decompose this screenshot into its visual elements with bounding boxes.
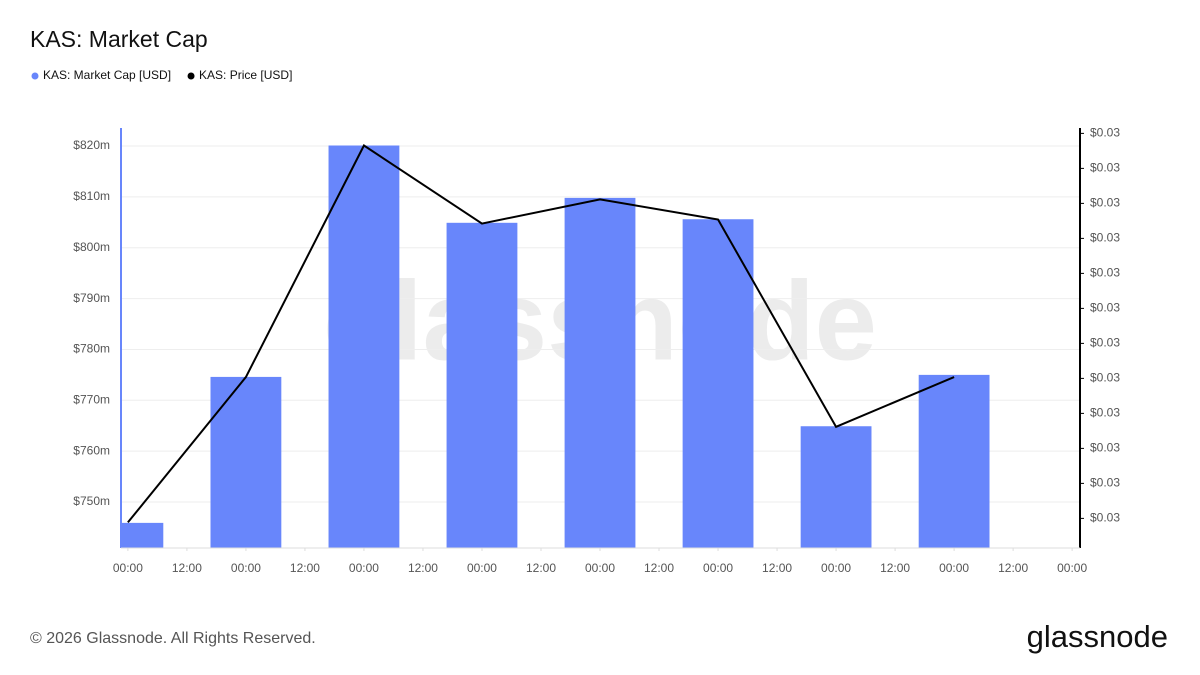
y2-tick-label: $0.03: [1090, 196, 1120, 210]
y-tick-label: $820m: [73, 138, 110, 152]
x-tick-label: 12:00: [880, 561, 910, 575]
bar: [682, 219, 754, 548]
x-tick-label: 00:00: [349, 561, 379, 575]
bar: [918, 374, 990, 548]
x-tick-label: 00:00: [467, 561, 497, 575]
x-tick-label: 00:00: [231, 561, 261, 575]
y2-tick-label: $0.03: [1090, 126, 1120, 140]
legend-label: KAS: Market Cap [USD]: [43, 68, 171, 82]
y-tick-label: $800m: [73, 240, 110, 254]
bar-series: [121, 145, 990, 548]
x-tick-label: 00:00: [585, 561, 615, 575]
y-tick-label: $750m: [73, 494, 110, 508]
copyright: © 2026 Glassnode. All Rights Reserved.: [30, 630, 316, 647]
x-tick-label: 12:00: [172, 561, 202, 575]
y2-tick-label: $0.03: [1090, 161, 1120, 175]
y2-tick-label: $0.03: [1090, 476, 1120, 490]
logo: glassnode: [1027, 619, 1168, 654]
x-tick-label: 12:00: [762, 561, 792, 575]
x-tick-label: 12:00: [644, 561, 674, 575]
bar: [564, 197, 636, 548]
bar: [121, 522, 164, 548]
y-tick-label: $810m: [73, 189, 110, 203]
price-line: [127, 144, 955, 524]
y2-tick-label: $0.03: [1090, 371, 1120, 385]
bar: [446, 222, 518, 548]
bar: [328, 145, 400, 548]
y2-tick-label: $0.03: [1090, 231, 1120, 245]
x-tick-label: 12:00: [998, 561, 1028, 575]
x-tick-label: 12:00: [290, 561, 320, 575]
y2-tick-label: $0.03: [1090, 406, 1120, 420]
x-tick-label: 00:00: [939, 561, 969, 575]
x-tick-label: 00:00: [703, 561, 733, 575]
y2-tick-label: $0.03: [1090, 301, 1120, 315]
x-tick-label: 12:00: [526, 561, 556, 575]
plot-area: $750m $760m $770m $780m $790m $800m $810m $820m…: [73, 126, 1120, 576]
y2-tick-label: $0.03: [1090, 441, 1120, 455]
bar: [210, 376, 282, 548]
y-tick-label: $770m: [73, 392, 110, 406]
legend-label: KAS: Price [USD]: [199, 68, 292, 82]
y2-tick-label: $0.03: [1090, 266, 1120, 280]
legend: KAS: Market Cap [USD] KAS: Price [USD]: [31, 68, 292, 82]
y2-tick-label: $0.03: [1090, 511, 1120, 525]
y2-tick-label: $0.03: [1090, 336, 1120, 350]
y-tick-label: $760m: [73, 443, 110, 457]
legend-marker: [187, 72, 195, 80]
bar: [800, 426, 872, 548]
y-tick-label: $790m: [73, 291, 110, 305]
legend-marker: [31, 72, 39, 80]
chart-title: KAS: Market Cap: [30, 26, 208, 52]
y-tick-label: $780m: [73, 342, 110, 356]
x-tick-label: 00:00: [821, 561, 851, 575]
x-tick-label: 00:00: [1057, 561, 1087, 575]
x-tick-label: 12:00: [408, 561, 438, 575]
x-tick-label: 00:00: [113, 561, 143, 575]
